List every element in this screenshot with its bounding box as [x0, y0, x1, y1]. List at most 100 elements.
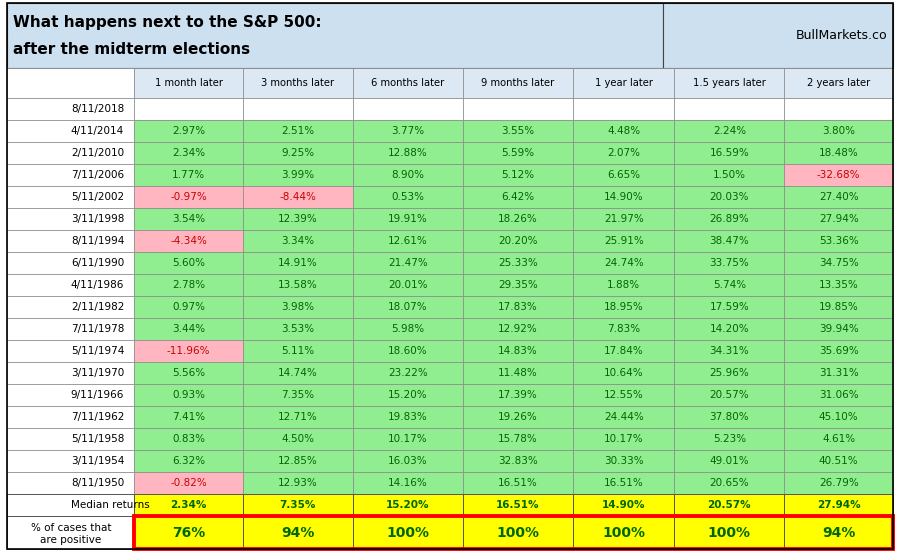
Bar [785, 296, 893, 318]
Text: 20.03%: 20.03% [710, 192, 749, 202]
Bar [243, 362, 353, 384]
Text: 10.64%: 10.64% [604, 368, 644, 378]
Bar [134, 98, 243, 120]
Text: 3.98%: 3.98% [282, 302, 314, 312]
Text: 13.35%: 13.35% [819, 280, 859, 290]
Bar [785, 142, 893, 164]
Text: 17.39%: 17.39% [498, 390, 538, 400]
Bar [573, 384, 674, 406]
Text: 18.26%: 18.26% [498, 214, 538, 224]
Bar [785, 164, 893, 186]
Bar [134, 274, 243, 296]
Text: 2/11/2010: 2/11/2010 [71, 148, 124, 158]
Text: 14.83%: 14.83% [498, 346, 538, 356]
Bar [243, 68, 353, 98]
Text: 3/11/1970: 3/11/1970 [71, 368, 124, 378]
Bar [134, 406, 243, 428]
Bar [243, 472, 353, 494]
Text: 2.24%: 2.24% [713, 126, 746, 136]
Bar [7, 494, 134, 516]
Bar [134, 494, 243, 516]
Bar [243, 450, 353, 472]
Text: 12.85%: 12.85% [278, 456, 318, 466]
Text: 7.41%: 7.41% [172, 412, 205, 422]
Text: 5/11/1958: 5/11/1958 [71, 434, 124, 444]
Bar [353, 296, 463, 318]
Text: 27.94%: 27.94% [819, 214, 859, 224]
Text: 23.22%: 23.22% [388, 368, 427, 378]
Bar [243, 318, 353, 340]
Text: 25.91%: 25.91% [604, 236, 644, 246]
Bar [243, 274, 353, 296]
Bar [463, 296, 573, 318]
Text: 9 months later: 9 months later [482, 78, 554, 88]
Bar [674, 296, 785, 318]
Bar [134, 230, 243, 252]
Bar [243, 428, 353, 450]
Text: 4.61%: 4.61% [822, 434, 855, 444]
Bar [674, 252, 785, 274]
Text: 12.55%: 12.55% [604, 390, 644, 400]
Bar [134, 186, 243, 208]
Text: 9.25%: 9.25% [282, 148, 314, 158]
Bar [785, 494, 893, 516]
Bar [463, 252, 573, 274]
Text: What happens next to the S&P 500:: What happens next to the S&P 500: [13, 15, 321, 30]
Bar [134, 142, 243, 164]
Text: 20.65%: 20.65% [709, 478, 749, 488]
Bar [353, 406, 463, 428]
Text: 32.83%: 32.83% [498, 456, 538, 466]
Text: 15.78%: 15.78% [498, 434, 538, 444]
Text: 8/11/1994: 8/11/1994 [71, 236, 124, 246]
Bar [243, 340, 353, 362]
Text: 7.35%: 7.35% [280, 500, 316, 510]
Bar [674, 164, 785, 186]
Bar [674, 384, 785, 406]
Bar [573, 274, 674, 296]
Text: Median returns: Median returns [71, 500, 149, 510]
Text: 24.74%: 24.74% [604, 258, 644, 268]
Bar [7, 340, 134, 362]
Bar [353, 120, 463, 142]
Text: 16.03%: 16.03% [388, 456, 427, 466]
Bar [7, 98, 134, 120]
Bar [353, 362, 463, 384]
Bar [785, 362, 893, 384]
Text: 3.54%: 3.54% [172, 214, 205, 224]
Bar [134, 68, 243, 98]
Text: 9/11/1966: 9/11/1966 [71, 390, 124, 400]
Text: 19.26%: 19.26% [498, 412, 538, 422]
Bar [785, 384, 893, 406]
Text: 20.57%: 20.57% [707, 500, 751, 510]
Text: 12.92%: 12.92% [498, 324, 538, 334]
Bar [243, 142, 353, 164]
Text: 19.91%: 19.91% [388, 214, 427, 224]
Text: 35.69%: 35.69% [819, 346, 859, 356]
Text: 7.35%: 7.35% [282, 390, 314, 400]
Bar [7, 68, 134, 98]
Bar [7, 252, 134, 274]
Bar [134, 318, 243, 340]
Bar [243, 252, 353, 274]
Bar [243, 384, 353, 406]
Text: 16.51%: 16.51% [496, 500, 540, 510]
Text: 34.75%: 34.75% [819, 258, 859, 268]
Text: 100%: 100% [386, 526, 429, 540]
Text: 21.97%: 21.97% [604, 214, 644, 224]
Bar [674, 494, 785, 516]
Bar [7, 274, 134, 296]
Text: 2.07%: 2.07% [608, 148, 640, 158]
Bar [573, 98, 674, 120]
Bar [463, 120, 573, 142]
Text: 3 months later: 3 months later [261, 78, 335, 88]
Text: 20.20%: 20.20% [499, 236, 537, 246]
Bar [573, 230, 674, 252]
Text: 7/11/1978: 7/11/1978 [71, 324, 124, 334]
Text: 27.94%: 27.94% [817, 500, 860, 510]
Text: 0.97%: 0.97% [172, 302, 205, 312]
Text: 1.77%: 1.77% [172, 170, 205, 180]
Bar [785, 406, 893, 428]
Text: 12.88%: 12.88% [388, 148, 427, 158]
Bar [463, 428, 573, 450]
Bar [463, 406, 573, 428]
